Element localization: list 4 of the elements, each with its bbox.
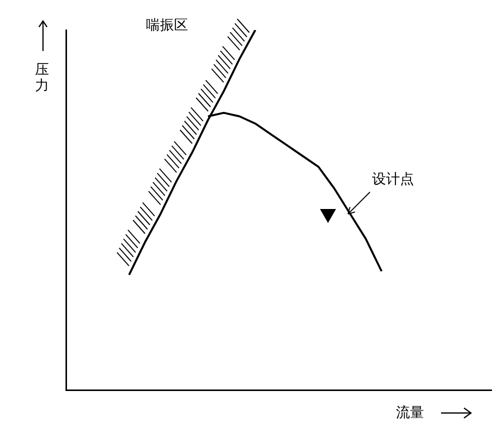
y-axis-title: 压力 [35, 62, 50, 94]
x-axis-title: 流量 [396, 404, 424, 422]
annotation: 设计点 [372, 172, 414, 188]
annotation: 喘振区 [146, 18, 188, 34]
